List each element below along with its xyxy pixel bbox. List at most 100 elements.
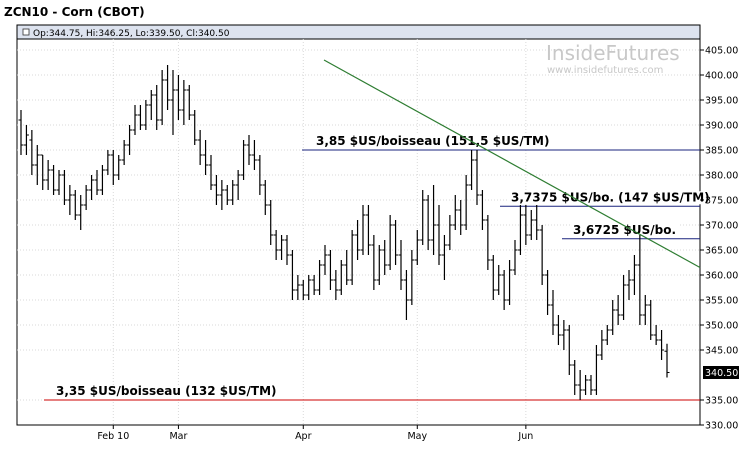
ohlc-bar	[208, 155, 214, 190]
y-tick-label: 360.00	[705, 271, 738, 282]
ohlc-bar	[490, 255, 496, 300]
y-axis: 405.00 400.00 395.00 390.00 385.00 380.00 375.…	[700, 46, 738, 432]
ohlc-bar	[105, 150, 111, 175]
y-tick-label: 400.00	[705, 71, 738, 82]
ohlc-bar	[175, 75, 181, 120]
ohlc-bar	[99, 165, 105, 195]
ohlc-bar	[23, 125, 29, 155]
ohlc-bar	[273, 230, 279, 260]
ohlc-bar	[414, 230, 420, 265]
ohlc-bar	[550, 290, 556, 335]
ohlc-bar	[148, 90, 154, 120]
ohlc-bar	[322, 245, 328, 275]
y-tick-label: 390.00	[705, 121, 738, 132]
ohlc-bar	[61, 170, 67, 205]
ohlc-bar	[121, 140, 127, 165]
ohlc-bar	[137, 105, 143, 130]
ohlc-bar	[610, 300, 616, 335]
ohlc-bar	[116, 155, 122, 180]
ohlc-bar	[45, 160, 51, 190]
ohlc-bar	[566, 325, 572, 375]
x-tick-label: Apr	[295, 431, 312, 442]
ohlc-bar	[517, 205, 523, 255]
ohlc-bar	[251, 140, 257, 170]
ohlc-bar	[344, 250, 350, 285]
ohlc-bar	[78, 195, 84, 230]
ohlc-bar	[40, 154, 46, 190]
ohlc-bar	[219, 180, 225, 210]
y-tick-label: 395.00	[705, 96, 738, 107]
ohlc-bar	[94, 170, 100, 195]
ohlc-bar	[262, 180, 268, 215]
ohlc-bar	[338, 260, 344, 295]
ohlc-bar	[387, 215, 393, 270]
ohlc-bar	[648, 300, 654, 340]
ohlc-bar	[72, 190, 78, 220]
y-tick-label: 380.00	[705, 171, 738, 182]
ohlc-bar	[143, 100, 149, 130]
ohlc-bar	[67, 185, 73, 215]
ohlc-bar	[29, 130, 35, 175]
ohlc-bar	[403, 270, 409, 320]
ohlc-bar	[653, 325, 659, 345]
ohlc-bar	[479, 190, 485, 230]
ohlc-bar	[224, 185, 230, 205]
ohlc-bar	[284, 235, 290, 265]
ohlc-bar	[327, 250, 333, 290]
ohlc-bar	[235, 170, 241, 200]
ohlc-bar	[599, 330, 605, 360]
ohlc-bar	[306, 275, 312, 300]
ohlc-bar	[376, 245, 382, 285]
ohlc-bar	[154, 85, 160, 130]
ohlc-bar	[295, 275, 301, 300]
ohlc-bar	[300, 280, 306, 300]
ohlc-bar	[257, 155, 263, 195]
ohlc-bar	[170, 70, 176, 135]
ohlc-bar	[615, 295, 621, 325]
ohlc-bar	[349, 230, 355, 285]
ohlc-bar	[355, 220, 361, 260]
ohlc-bar	[241, 140, 247, 180]
ohlc-bar	[436, 205, 442, 265]
ohlc-bar	[159, 70, 165, 125]
ohlc-bar	[469, 150, 475, 190]
ohlc-bar	[485, 215, 491, 270]
x-tick-label: Mar	[169, 431, 187, 442]
trendline	[323, 59, 701, 269]
last-price-marker: 340.50	[703, 366, 739, 379]
ohlc-bar	[621, 275, 627, 320]
x-axis: Feb 10 Mar Apr May Jun	[97, 425, 533, 442]
annotations: 3,85 $US/boisseau (151,5 $US/TM) 3,7375 $…	[44, 59, 712, 401]
ohlc-bar	[56, 170, 62, 195]
ohlc-bar	[555, 315, 561, 345]
y-tick-label: 365.00	[705, 246, 738, 257]
hline-label-2: 3,6725 $US/bo.	[573, 223, 676, 237]
y-tick-label: 335.00	[705, 396, 738, 407]
ohlc-bar	[409, 250, 415, 305]
logo-brand: InsideFutures	[546, 41, 680, 65]
ohlc-bar	[501, 270, 507, 310]
ohlc-bar	[110, 150, 116, 185]
ohlc-bar	[127, 125, 133, 155]
y-tick-label: 385.00	[705, 146, 738, 157]
ohlc-bar	[642, 295, 648, 325]
ohlc-bar	[528, 210, 534, 240]
hline-label-0: 3,85 $US/boisseau (151,5 $US/TM)	[316, 134, 549, 148]
ohlc-bar	[186, 85, 192, 120]
ohlc-bar	[197, 130, 203, 165]
ohlc-bar	[279, 235, 285, 260]
y-tick-label: 345.00	[705, 346, 738, 357]
y-tick-label: 405.00	[705, 46, 738, 57]
ohlc-bar	[365, 205, 371, 255]
ohlc-bar	[496, 265, 502, 295]
ohlc-bar	[51, 165, 57, 195]
ohlc-bar	[631, 255, 637, 295]
ohlc-bar	[425, 195, 431, 250]
x-tick-label: Jun	[517, 431, 533, 442]
chart-title: ZCN10 - Corn (CBOT)	[4, 5, 145, 19]
ohlc-bar	[246, 135, 252, 165]
y-tick-label: 330.00	[705, 421, 738, 432]
ohlc-bar	[572, 360, 578, 395]
